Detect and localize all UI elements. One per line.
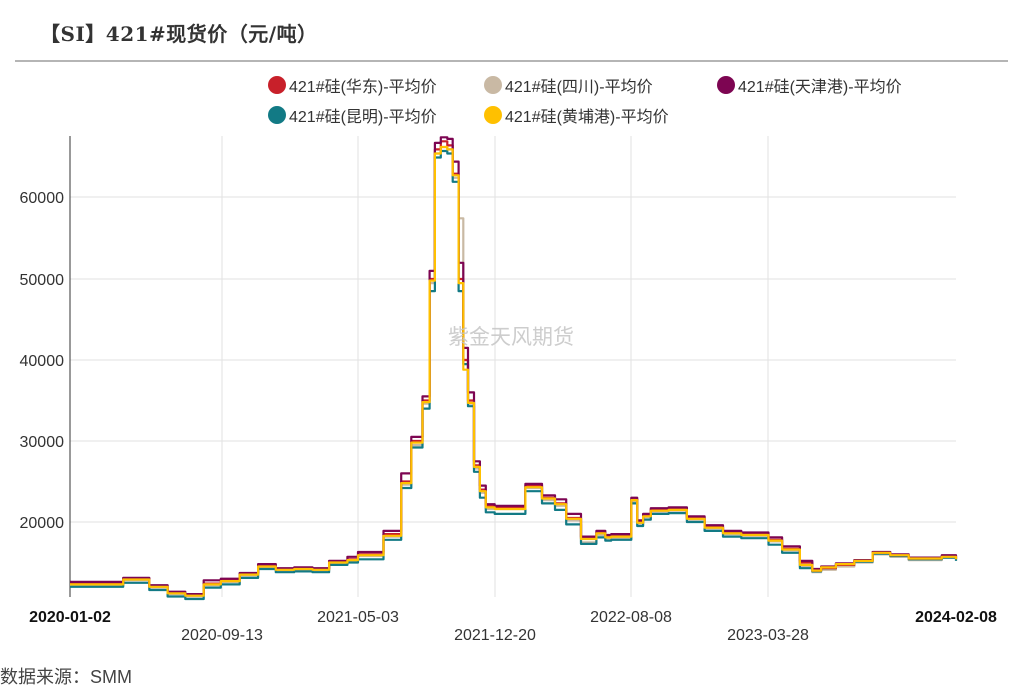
watermark: 紫金天风期货 [448,325,574,349]
x-tick-label: 2023-03-28 [727,627,809,644]
legend-dot-icon [484,76,502,94]
y-tick-label: 30000 [20,434,65,451]
series-line [70,140,958,596]
legend-label: 421#硅(四川)-平均价 [505,79,653,96]
x-tick-label: 2022-08-08 [590,609,672,626]
chart-title: 【SI】421#现货价（元/吨） [40,22,318,46]
data-source: 数据来源：SMM [0,667,132,687]
legend-item-huangpu[interactable]: 421#硅(黄埔港)-平均价 [484,103,669,127]
x-tick-label-end: 2024-02-08 [915,609,997,626]
y-tick-labels: 60000 50000 40000 30000 20000 [20,190,65,532]
x-tick-label-start: 2020-01-02 [29,609,111,626]
legend-item-sichuan[interactable]: 421#硅(四川)-平均价 [484,73,653,97]
x-tick-label: 2021-12-20 [454,627,536,644]
y-tick-label: 20000 [20,515,65,532]
grid [70,136,956,597]
series-line [70,145,958,597]
legend-label: 421#硅(昆明)-平均价 [289,109,437,126]
legend-label: 421#硅(黄埔港)-平均价 [505,109,669,126]
y-tick-label: 40000 [20,353,65,370]
title-divider [15,60,1008,62]
series-line [70,149,958,601]
legend-item-huadong[interactable]: 421#硅(华东)-平均价 [268,73,437,97]
series-line [70,145,958,598]
y-tick-label: 50000 [20,272,65,289]
legend-dot-icon [484,106,502,124]
legend-item-tianjin[interactable]: 421#硅(天津港)-平均价 [717,73,902,97]
legend-dot-icon [717,76,735,94]
legend-dot-icon [268,76,286,94]
x-tick-label: 2021-05-03 [317,609,399,626]
legend-label: 421#硅(天津港)-平均价 [738,79,902,96]
legend-label: 421#硅(华东)-平均价 [289,79,437,96]
y-tick-label: 60000 [20,190,65,207]
x-tick-labels: 2020-01-02 2021-05-03 2022-08-08 2024-02… [29,609,997,644]
legend-item-kunming[interactable]: 421#硅(昆明)-平均价 [268,103,437,127]
x-tick-label: 2020-09-13 [181,627,263,644]
series-lines [70,136,958,601]
line-chart: 60000 50000 40000 30000 20000 2020-01-02… [20,136,997,644]
legend-dot-icon [268,106,286,124]
series-line [70,136,958,596]
